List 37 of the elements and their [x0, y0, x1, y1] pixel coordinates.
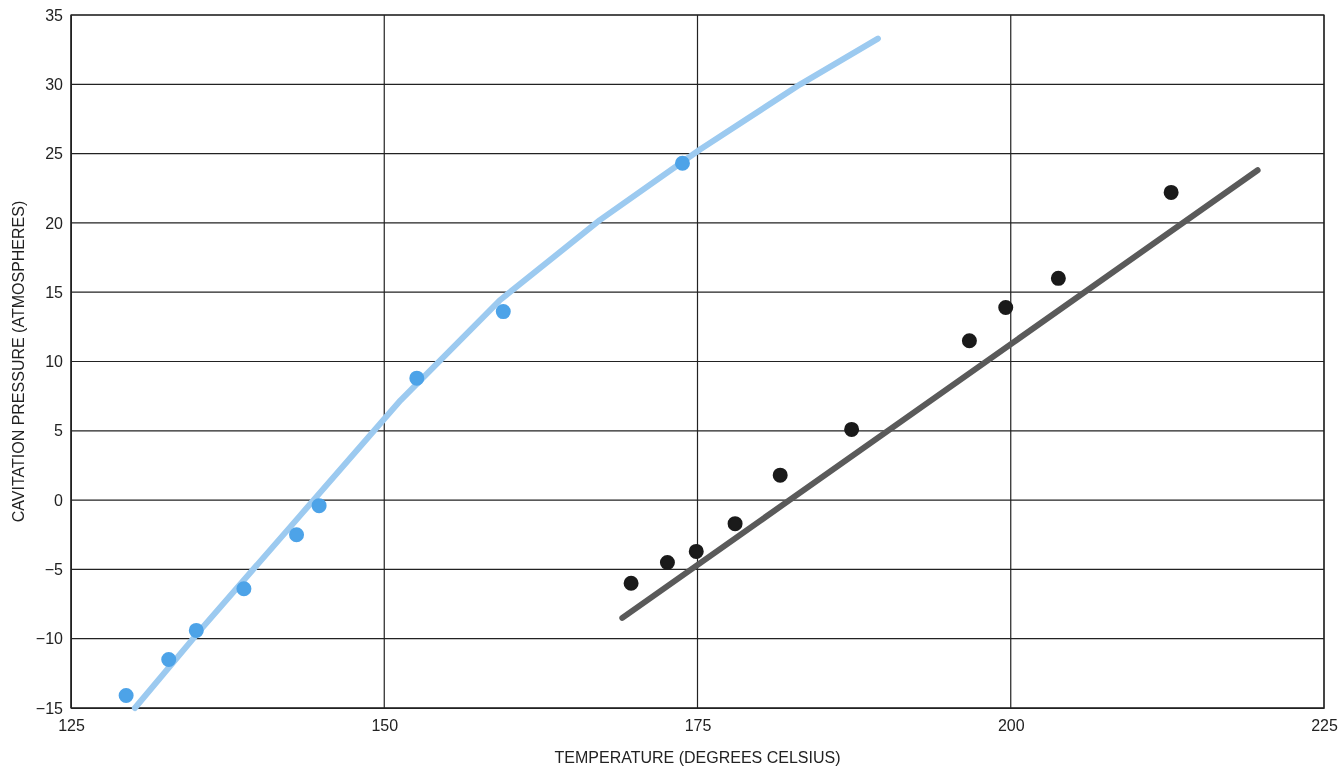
point [495, 304, 511, 320]
y-tick-label: −5 [44, 561, 64, 579]
y-tick-label: −10 [35, 630, 64, 648]
y-axis-title: CAVITATION PRESSURE (ATMOSPHERES) [10, 200, 27, 523]
point [674, 155, 690, 171]
y-tick-label: 35 [45, 6, 64, 24]
y-tick-label: 5 [54, 422, 64, 440]
y-tick-label: −15 [35, 699, 64, 717]
x-tick-label: 175 [684, 717, 712, 735]
point [659, 554, 675, 570]
y-tick-label: 10 [45, 353, 64, 371]
point [118, 688, 134, 704]
y-tick-label: 0 [54, 491, 64, 509]
point [727, 516, 743, 532]
point [236, 581, 252, 597]
point [772, 467, 788, 483]
x-tick-label: 200 [997, 717, 1025, 735]
point [688, 543, 704, 559]
point [289, 527, 305, 543]
point [998, 299, 1014, 315]
point [188, 622, 204, 638]
point [409, 370, 425, 386]
x-tick-label: 150 [371, 717, 399, 735]
point [161, 651, 177, 667]
y-tick-label: 25 [45, 145, 64, 163]
point [1050, 270, 1066, 286]
y-tick-label: 30 [45, 75, 64, 93]
point [844, 421, 860, 437]
x-tick-label: 125 [58, 717, 85, 735]
x-axis-title: TEMPERATURE (DEGREES CELSIUS) [554, 749, 841, 766]
y-tick-label: 20 [45, 214, 64, 232]
point [623, 575, 639, 591]
x-tick-label: 225 [1311, 717, 1338, 735]
y-tick-label: 15 [45, 283, 64, 301]
point [311, 498, 327, 514]
point [961, 333, 977, 349]
point [1163, 184, 1179, 200]
